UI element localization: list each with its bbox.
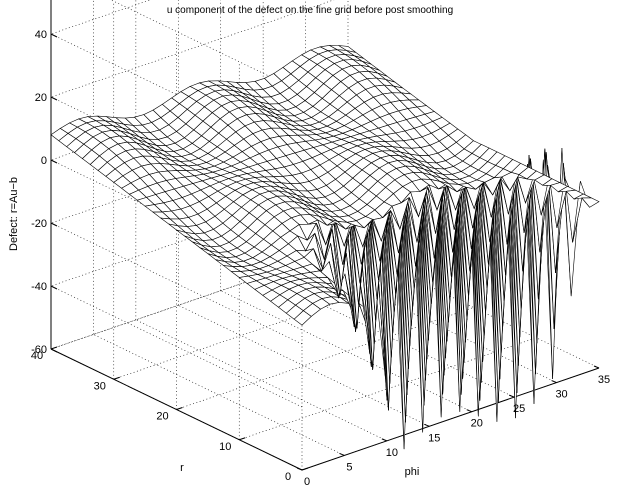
phi-tick-label: 20 bbox=[471, 418, 483, 430]
surface-facet bbox=[581, 197, 600, 208]
phi-axis-label: phi bbox=[405, 466, 420, 478]
r-axis-ticks: 0 10 20 30 40 bbox=[31, 346, 309, 483]
phi-tick-mark bbox=[381, 438, 388, 442]
z-axis-label: Defect: r=Au−b bbox=[8, 177, 20, 251]
z-tick-label: 0 bbox=[41, 155, 47, 167]
phi-tick-label: 25 bbox=[513, 403, 525, 415]
gridline-phi-floor bbox=[347, 246, 600, 369]
z-tick-label: -40 bbox=[31, 281, 47, 293]
phi-tick-label: 35 bbox=[598, 374, 610, 386]
r-tick-label: 30 bbox=[94, 380, 106, 392]
z-tick-mark bbox=[50, 348, 58, 353]
r-tick-label: 0 bbox=[285, 471, 291, 483]
z-tick-mark bbox=[50, 159, 58, 164]
z-tick-label: -20 bbox=[31, 218, 47, 230]
phi-axis-line bbox=[301, 367, 600, 471]
phi-tick-label: 10 bbox=[386, 447, 398, 459]
phi-tick-mark bbox=[593, 365, 600, 369]
r-tick-mark bbox=[301, 467, 309, 471]
z-tick-mark bbox=[50, 285, 58, 290]
phi-tick-label: 5 bbox=[346, 461, 352, 473]
z-tick-mark bbox=[50, 96, 58, 101]
phi-tick-mark bbox=[508, 394, 515, 398]
gridline-phi-floor bbox=[178, 305, 430, 427]
r-tick-mark bbox=[239, 437, 246, 441]
phi-tick-label: 0 bbox=[304, 476, 310, 485]
r-tick-mark bbox=[176, 407, 183, 410]
surface-mesh bbox=[50, 45, 600, 450]
phi-tick-label: 15 bbox=[428, 432, 440, 444]
r-tick-mark bbox=[50, 346, 58, 350]
r-tick-mark bbox=[113, 376, 120, 380]
chart-title: u component of the defect on the fine gr… bbox=[167, 5, 453, 16]
r-axis-label: r bbox=[180, 462, 184, 474]
z-axis-ticks: -60-40-200204060 bbox=[31, 29, 58, 356]
z-tick-mark bbox=[50, 222, 58, 227]
r-tick-label: 20 bbox=[156, 411, 168, 423]
phi-axis-ticks: 0 5 10 15 20 25 30 35 bbox=[296, 365, 610, 485]
gridline-phi-floor bbox=[93, 334, 345, 456]
z-tick-label: 20 bbox=[35, 92, 47, 104]
gridline-phi-floor bbox=[135, 319, 387, 442]
phi-tick-mark bbox=[424, 423, 430, 427]
r-tick-label: 40 bbox=[31, 350, 43, 362]
phi-tick-mark bbox=[551, 380, 557, 384]
z-tick-mark bbox=[50, 33, 58, 38]
z-tick-label: 40 bbox=[35, 29, 47, 41]
phi-tick-label: 30 bbox=[555, 389, 567, 401]
gridline-phi-floor bbox=[263, 275, 515, 398]
phi-tick-mark bbox=[466, 409, 472, 413]
phi-tick-mark bbox=[296, 467, 303, 471]
z-tick-label: -60 bbox=[31, 344, 47, 356]
r-tick-label: 10 bbox=[219, 441, 231, 453]
phi-tick-mark bbox=[339, 452, 345, 456]
gridline-phi-floor bbox=[220, 290, 472, 412]
